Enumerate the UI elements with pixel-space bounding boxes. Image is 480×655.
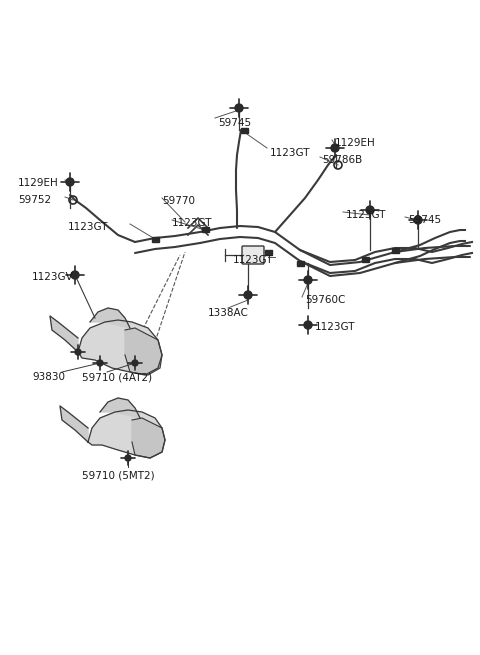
Text: 59745: 59745 [408,215,441,225]
Polygon shape [88,410,165,458]
Polygon shape [125,328,162,375]
Circle shape [75,349,81,355]
Circle shape [414,216,422,224]
Circle shape [97,360,103,366]
Text: 59710 (5MT2): 59710 (5MT2) [82,470,155,480]
Polygon shape [60,406,88,442]
Polygon shape [50,316,78,352]
Text: 1123GT: 1123GT [68,222,108,232]
Text: 59752: 59752 [18,195,51,205]
Text: 59786B: 59786B [322,155,362,165]
Text: 1129EH: 1129EH [18,178,59,188]
Text: 1123GT: 1123GT [172,218,213,228]
Bar [152,236,158,242]
Circle shape [304,321,312,329]
Polygon shape [90,308,130,328]
Text: 1123GT: 1123GT [270,148,311,158]
Text: 59745: 59745 [218,118,251,128]
Circle shape [66,178,74,186]
Text: 59760C: 59760C [305,295,346,305]
Text: 59770: 59770 [162,196,195,206]
Text: 1123GT: 1123GT [233,255,274,265]
Text: 1123GT: 1123GT [315,322,356,332]
Text: 1123GT: 1123GT [346,210,386,220]
Text: 1338AC: 1338AC [208,308,249,318]
Bar [297,261,303,265]
Circle shape [235,104,243,112]
Bar [361,257,369,261]
FancyBboxPatch shape [242,246,264,264]
Bar [240,128,248,132]
Polygon shape [100,398,140,418]
Circle shape [71,271,79,279]
Bar [202,227,208,231]
Circle shape [132,360,138,366]
Text: 93830: 93830 [32,372,65,382]
Text: 1123GV: 1123GV [32,272,74,282]
Polygon shape [78,320,162,375]
Circle shape [366,206,374,214]
Circle shape [331,144,339,152]
Text: 1129EH: 1129EH [335,138,376,148]
Circle shape [244,291,252,299]
Polygon shape [132,418,165,458]
Text: 59710 (4AT2): 59710 (4AT2) [82,372,152,382]
Bar [264,250,272,255]
Bar [392,248,398,252]
Circle shape [125,455,131,461]
Circle shape [304,276,312,284]
